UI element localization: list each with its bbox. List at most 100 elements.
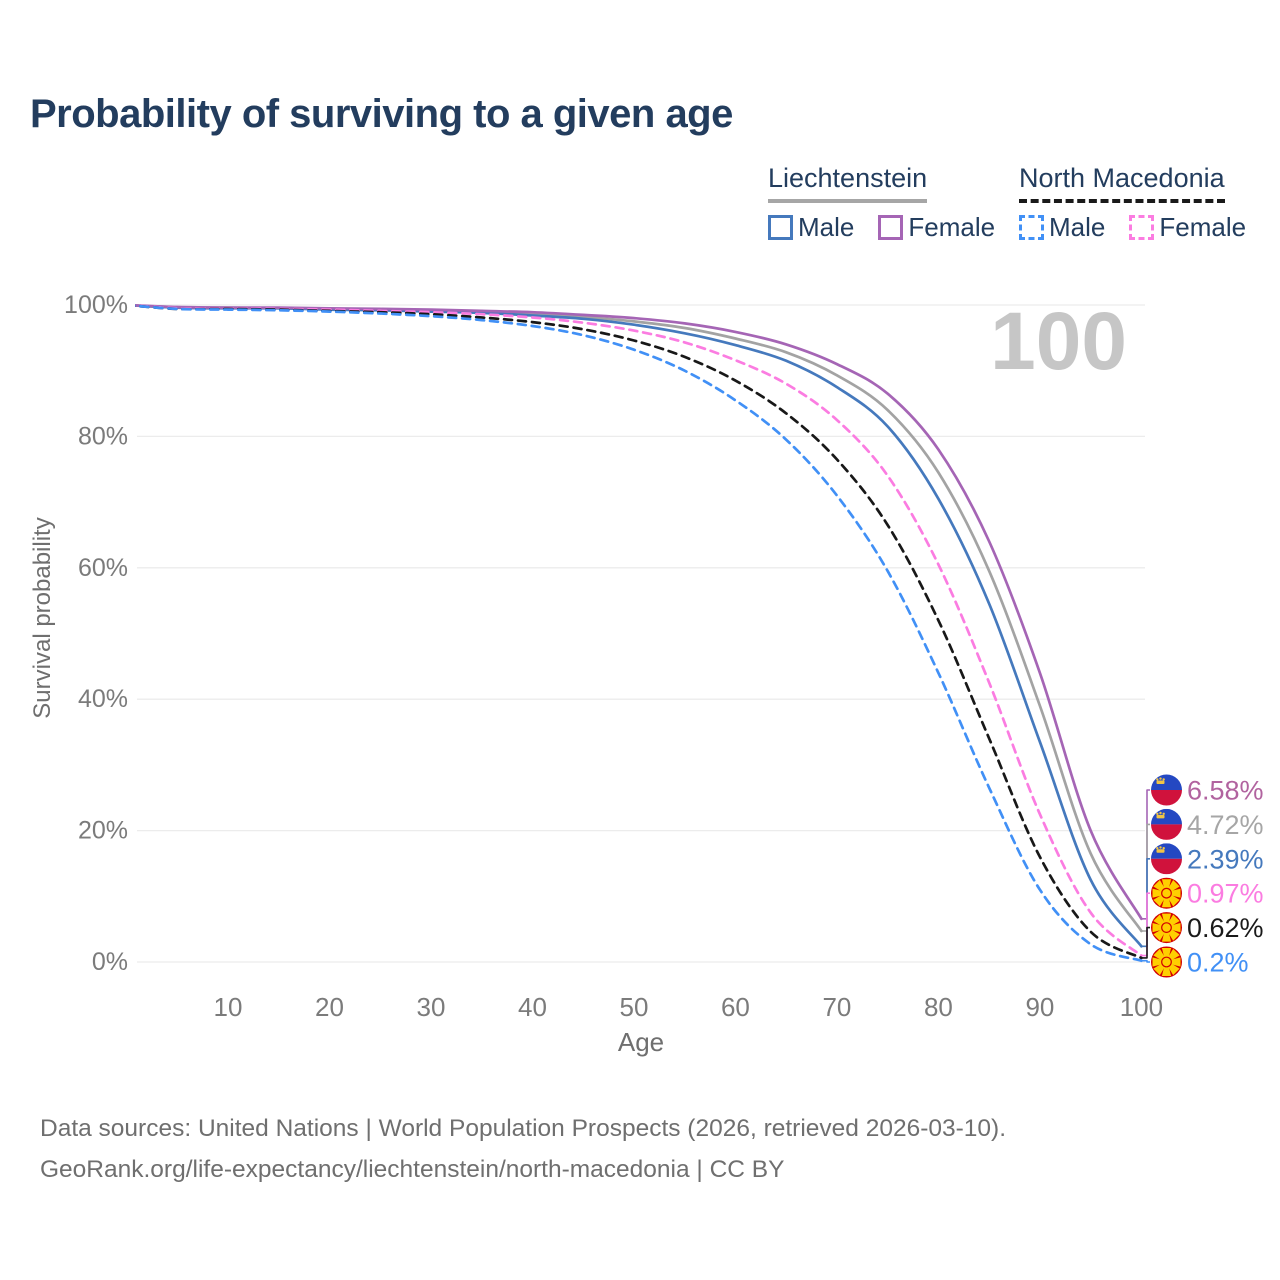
crown-dot — [1162, 812, 1165, 815]
survival-curve-north-macedonia-female — [135, 304, 1143, 957]
sun-ray — [1171, 957, 1181, 967]
legend-item-liechtenstein-male[interactable]: Male — [768, 212, 854, 243]
legend-country-liechtenstein[interactable]: Liechtenstein — [768, 163, 928, 203]
sun-ray — [1171, 888, 1181, 898]
crown-dot — [1159, 846, 1162, 849]
crown-dot — [1162, 778, 1165, 781]
sun-ray — [1168, 963, 1180, 976]
sun-disc — [1161, 956, 1172, 968]
sun-ray — [1161, 948, 1172, 958]
end-label-value: 0.97% — [1187, 879, 1264, 909]
north-macedonia-flag-icon — [1151, 946, 1182, 978]
sun-ray — [1161, 966, 1172, 976]
age-watermark: 100 — [990, 296, 1127, 387]
crown-base — [1156, 814, 1165, 819]
crown-dot — [1162, 847, 1165, 850]
legend-item-north-macedonia-male[interactable]: Male — [1019, 212, 1105, 243]
legend-group-north-macedonia: North Macedonia Male Female — [1019, 163, 1246, 243]
crown-dot — [1156, 778, 1159, 781]
crown-icon — [1156, 811, 1165, 819]
flag-red-band — [1151, 858, 1182, 875]
end-label-north-macedonia-female: 0.97% — [1151, 877, 1264, 909]
crown-base — [1156, 849, 1165, 853]
y-tick-label-80: 80% — [78, 422, 128, 450]
crown-icon — [1156, 777, 1165, 784]
end-label-value: 0.62% — [1187, 913, 1264, 943]
end-label-liechtenstein-female: 6.58% — [1151, 774, 1264, 806]
end-label-liechtenstein-total: 4.72% — [1151, 808, 1264, 840]
sun-ray — [1168, 894, 1180, 907]
end-label-connector — [1141, 858, 1150, 948]
sun-ray — [1153, 963, 1165, 976]
x-tick-label-70: 70 — [822, 992, 851, 1022]
legend-item-label: Female — [908, 212, 996, 242]
attribution-text: GeoRank.org/life-expectancy/liechtenstei… — [40, 1156, 785, 1183]
survival-curve-liechtenstein-total — [135, 304, 1143, 933]
y-tick-label-20: 20% — [78, 817, 128, 845]
legend-country-north-macedonia[interactable]: North Macedonia — [1019, 163, 1225, 203]
sun-ray — [1171, 922, 1181, 933]
sun-ray — [1153, 929, 1165, 941]
flag-red-band — [1151, 824, 1182, 840]
north-macedonia-male-swatch-icon — [1019, 215, 1044, 240]
end-label-north-macedonia-male: 0.2% — [1151, 946, 1249, 978]
sun-disc — [1161, 922, 1172, 933]
end-label-value: 2.39% — [1187, 844, 1264, 874]
end-label-liechtenstein-male: 2.39% — [1151, 843, 1264, 875]
sun-ray — [1161, 913, 1172, 924]
crown-dot — [1159, 811, 1162, 815]
sun-ray — [1161, 879, 1172, 889]
end-label-value: 6.58% — [1187, 776, 1264, 806]
y-tick-label-60: 60% — [78, 554, 128, 582]
end-label-connector — [1141, 823, 1150, 932]
sun-ray — [1152, 957, 1162, 967]
x-tick-label-90: 90 — [1025, 992, 1054, 1022]
sun-ray — [1153, 914, 1165, 926]
x-tick-label-30: 30 — [417, 992, 446, 1022]
x-tick-label-40: 40 — [518, 992, 547, 1022]
end-label-value: 4.72% — [1187, 810, 1264, 840]
legend-item-liechtenstein-female[interactable]: Female — [878, 212, 995, 243]
x-axis-title: Age — [617, 1027, 665, 1057]
end-label-connector — [1141, 892, 1150, 957]
survival-curve-north-macedonia-male — [135, 304, 1143, 963]
sun-ray — [1168, 914, 1180, 926]
legend-item-label: Male — [1049, 212, 1106, 242]
data-sources-text: Data sources: United Nations | World Pop… — [40, 1115, 1007, 1142]
end-label-value: 0.2% — [1187, 948, 1249, 978]
sun-ray — [1152, 922, 1162, 933]
flag-blue-band — [1151, 843, 1182, 859]
flag-blue-band — [1151, 774, 1182, 790]
sun-ray — [1168, 929, 1180, 941]
chart-title: Probability of surviving to a given age — [30, 92, 733, 136]
flag-red-band — [1151, 790, 1182, 806]
footer: Data sources: United Nations | World Pop… — [40, 1108, 1006, 1190]
x-tick-label-100: 100 — [1120, 992, 1163, 1022]
flag-blue-band — [1151, 808, 1182, 825]
survival-curve-liechtenstein-female — [135, 303, 1143, 921]
x-tick-label-20: 20 — [315, 992, 344, 1022]
liechtenstein-female-swatch-icon — [878, 215, 904, 240]
legend-item-north-macedonia-female[interactable]: Female — [1129, 212, 1246, 243]
liechtenstein-male-swatch-icon — [768, 215, 793, 240]
legend-item-label: Female — [1159, 212, 1247, 242]
sun-ray — [1153, 880, 1165, 892]
crown-dot — [1156, 847, 1159, 850]
sun-ray — [1153, 948, 1165, 961]
sun-ray — [1161, 932, 1172, 942]
liechtenstein-flag-icon — [1151, 774, 1182, 806]
x-tick-label-60: 60 — [721, 992, 750, 1022]
sun-ray — [1168, 948, 1180, 961]
end-label-connector — [1141, 959, 1150, 963]
survival-curve-north-macedonia-total — [135, 304, 1143, 960]
crown-dot — [1159, 777, 1162, 780]
north-macedonia-female-swatch-icon — [1129, 215, 1155, 240]
x-tick-label-50: 50 — [619, 992, 648, 1022]
end-label-connector — [1141, 926, 1150, 959]
legend-group-liechtenstein: Liechtenstein Male Female — [768, 163, 995, 243]
y-axis-title: Survival probability — [29, 517, 56, 719]
crown-icon — [1156, 846, 1165, 853]
sun-disc — [1161, 887, 1172, 899]
